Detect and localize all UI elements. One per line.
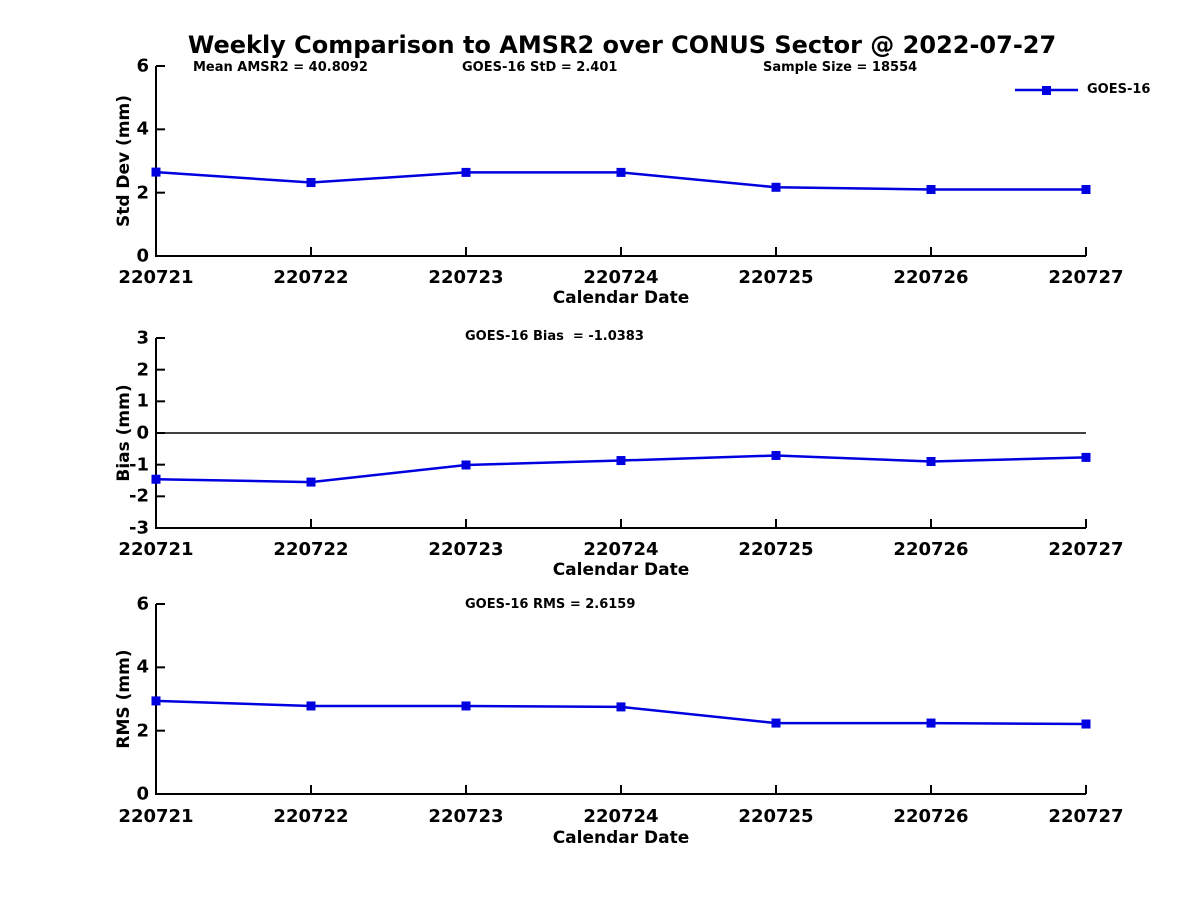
y-tick-label: 3 bbox=[136, 327, 149, 349]
x-tick-label: 220723 bbox=[428, 806, 504, 827]
y-tick-label: -1 bbox=[129, 454, 149, 476]
bias-x-axis-label: Calendar Date bbox=[552, 560, 690, 580]
y-tick-label: 0 bbox=[136, 783, 149, 805]
goes16-std-annotation: GOES-16 StD = 2.401 bbox=[462, 60, 618, 75]
x-tick-label: 220721 bbox=[118, 806, 194, 827]
goes16-bias-annotation: GOES-16 Bias = -1.0383 bbox=[465, 329, 644, 344]
x-tick-label: 220727 bbox=[1048, 267, 1124, 288]
y-tick-label: 2 bbox=[136, 182, 149, 204]
y-tick-label: 0 bbox=[136, 245, 149, 267]
x-tick-label: 220724 bbox=[583, 539, 659, 560]
legend-label: GOES-16 bbox=[1087, 82, 1151, 97]
y-tick-label: 6 bbox=[136, 593, 149, 615]
legend-line-marker-icon bbox=[1015, 85, 1078, 95]
y-tick-label: -3 bbox=[129, 517, 149, 539]
rms-y-axis-label: RMS (mm) bbox=[114, 649, 134, 749]
x-tick-label: 220722 bbox=[273, 539, 349, 560]
stddev-y-axis-label: Std Dev (mm) bbox=[114, 94, 134, 228]
x-tick-label: 220725 bbox=[738, 806, 814, 827]
y-tick-label: 0 bbox=[136, 422, 149, 444]
y-tick-label: 1 bbox=[136, 390, 149, 412]
x-tick-label: 220726 bbox=[893, 539, 969, 560]
figure-title: Weekly Comparison to AMSR2 over CONUS Se… bbox=[187, 31, 1057, 59]
stddev-x-axis-label: Calendar Date bbox=[552, 288, 690, 308]
sample-size-annotation: Sample Size = 18554 bbox=[763, 60, 918, 75]
x-tick-label: 220725 bbox=[738, 539, 814, 560]
x-tick-label: 220722 bbox=[273, 806, 349, 827]
y-tick-label: 2 bbox=[136, 359, 149, 381]
x-tick-label: 220727 bbox=[1048, 806, 1124, 827]
x-tick-label: 220726 bbox=[893, 267, 969, 288]
y-tick-label: 6 bbox=[136, 55, 149, 77]
y-tick-label: -2 bbox=[129, 485, 149, 507]
rms-x-axis-label: Calendar Date bbox=[552, 828, 690, 848]
y-tick-label: 2 bbox=[136, 720, 149, 742]
x-tick-label: 220721 bbox=[118, 539, 194, 560]
goes16-rms-annotation: GOES-16 RMS = 2.6159 bbox=[465, 597, 636, 612]
legend: GOES-16 bbox=[1015, 82, 1150, 97]
y-tick-label: 4 bbox=[136, 118, 149, 140]
x-tick-label: 220723 bbox=[428, 267, 504, 288]
x-tick-label: 220723 bbox=[428, 539, 504, 560]
y-tick-label: 4 bbox=[136, 656, 149, 678]
x-tick-label: 220726 bbox=[893, 806, 969, 827]
x-tick-label: 220722 bbox=[273, 267, 349, 288]
x-tick-label: 220727 bbox=[1048, 539, 1124, 560]
x-tick-label: 220721 bbox=[118, 267, 194, 288]
mean-amsr2-annotation: Mean AMSR2 = 40.8092 bbox=[193, 60, 368, 75]
x-tick-label: 220725 bbox=[738, 267, 814, 288]
x-tick-label: 220724 bbox=[583, 267, 659, 288]
x-tick-label: 220724 bbox=[583, 806, 659, 827]
